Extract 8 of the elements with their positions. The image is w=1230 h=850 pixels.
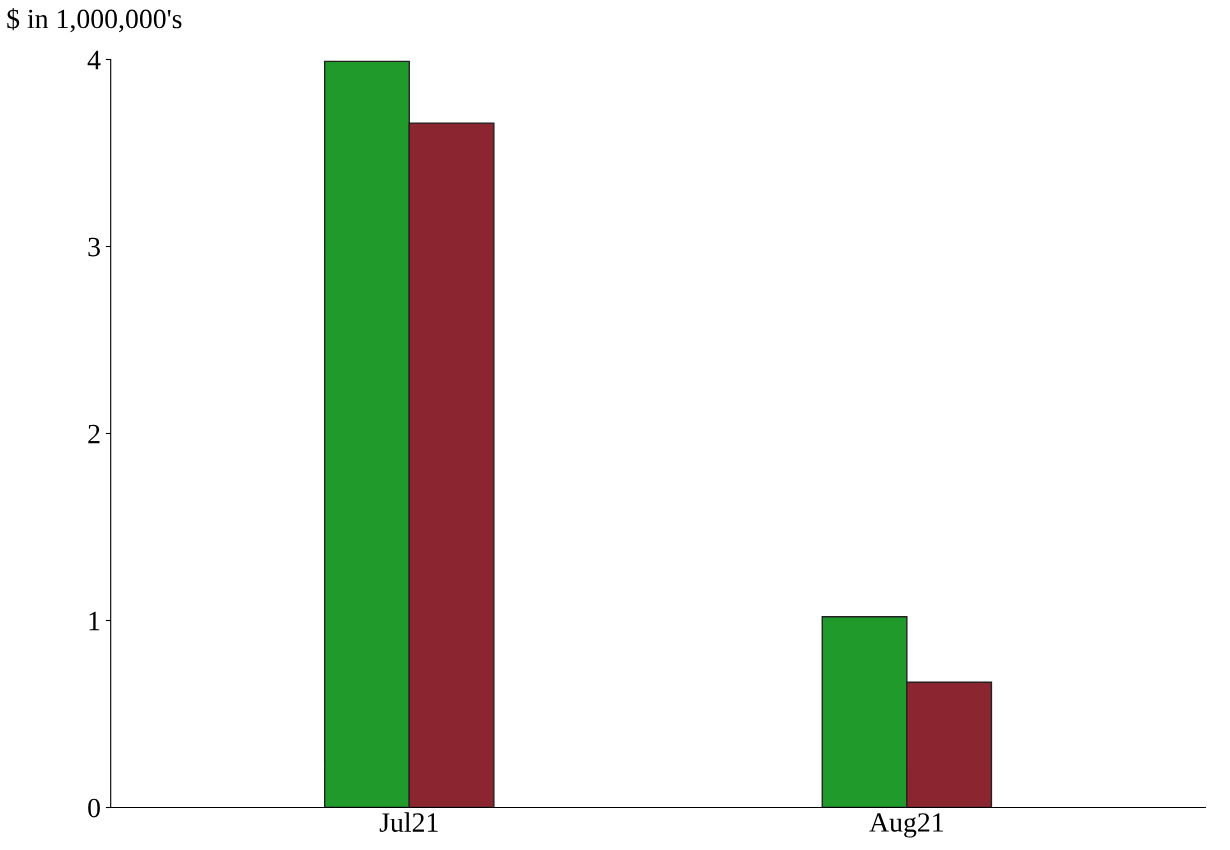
y-axis-title: $ in 1,000,000's — [7, 7, 182, 33]
y-tick-label: 4 — [87, 50, 101, 70]
y-tick-label: 1 — [89, 611, 100, 631]
x-tick-label: Jul21 — [379, 812, 438, 832]
y-tick-label: 0 — [88, 798, 100, 818]
x-tick-label: Aug21 — [869, 813, 943, 838]
y-tick-label: 2 — [88, 424, 100, 444]
y-tick-label: 3 — [88, 237, 100, 257]
